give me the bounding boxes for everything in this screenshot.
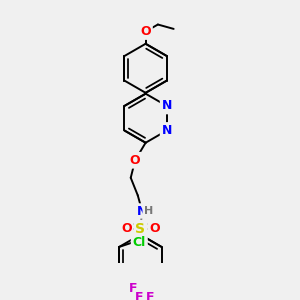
Text: H: H: [144, 206, 153, 216]
Text: N: N: [137, 205, 147, 218]
Text: N: N: [162, 124, 172, 137]
Text: F: F: [146, 291, 154, 300]
Text: N: N: [162, 100, 172, 112]
Text: O: O: [130, 154, 140, 167]
Text: O: O: [149, 222, 160, 235]
Text: O: O: [121, 222, 132, 235]
Text: O: O: [140, 25, 151, 38]
Text: S: S: [135, 221, 146, 236]
Text: Cl: Cl: [133, 236, 146, 249]
Text: F: F: [129, 283, 138, 296]
Text: F: F: [135, 291, 143, 300]
